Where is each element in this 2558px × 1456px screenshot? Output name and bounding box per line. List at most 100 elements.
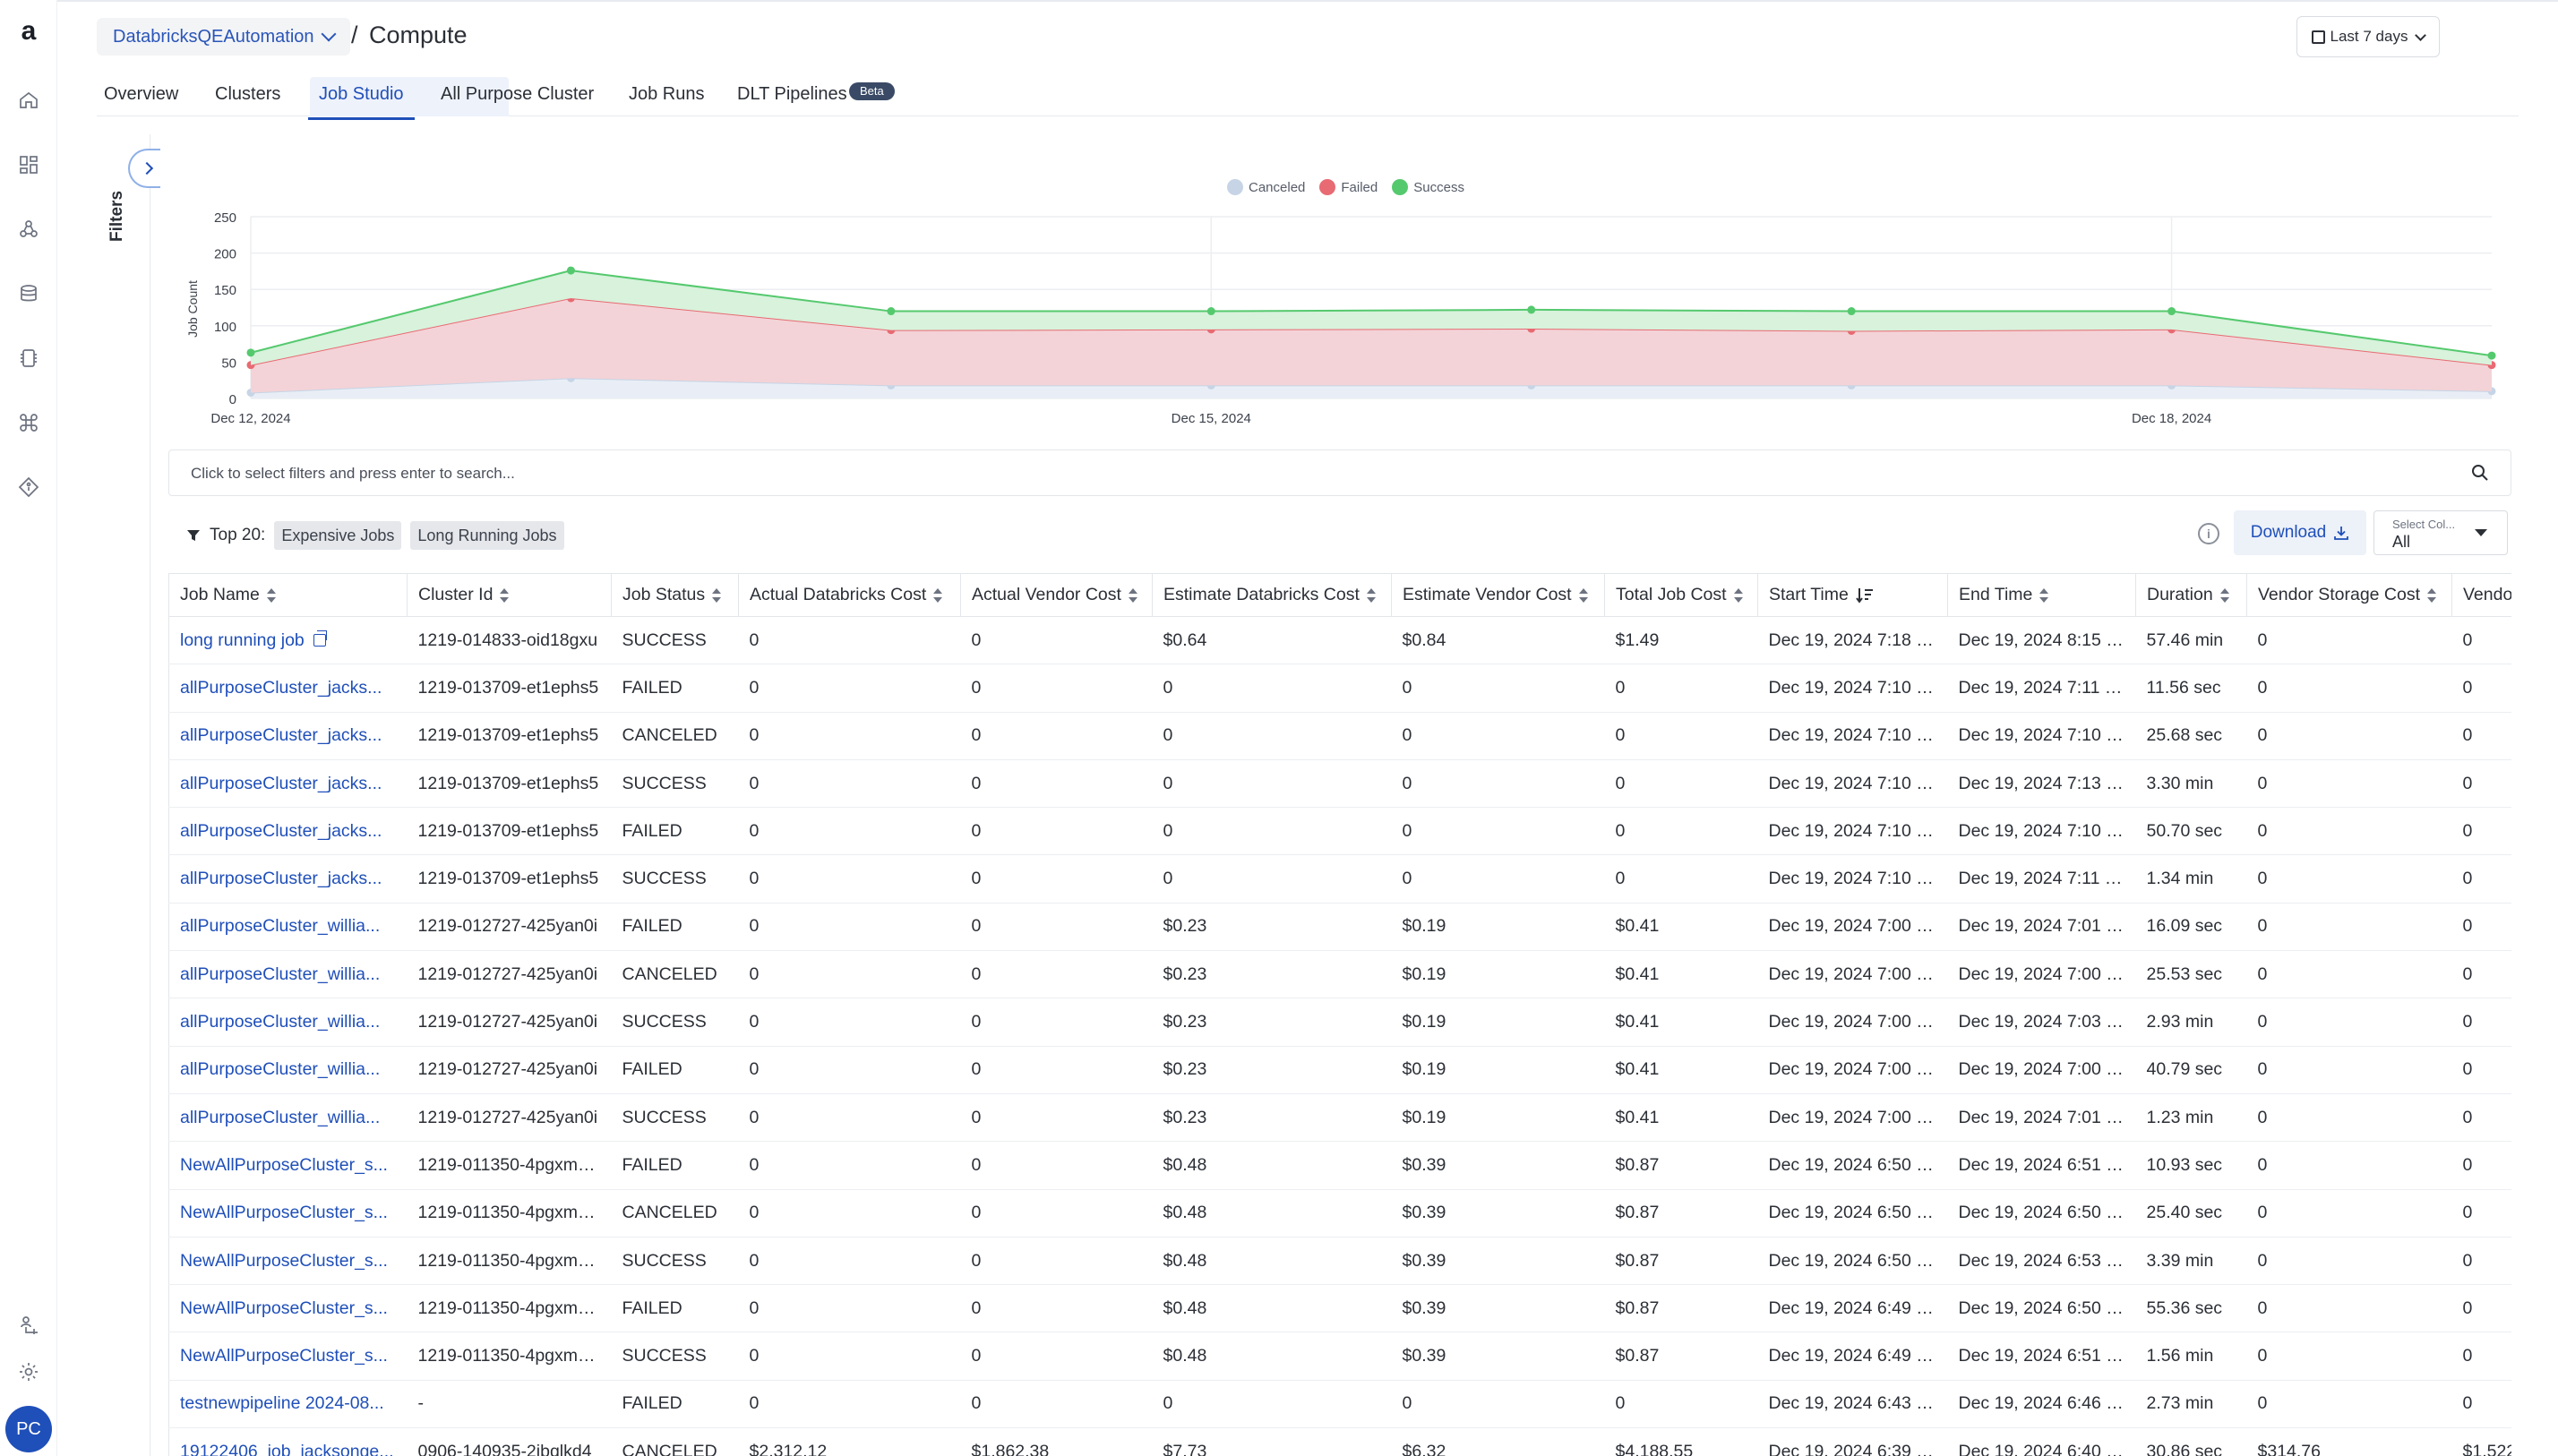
column-header-end-time[interactable]: End Time (1947, 573, 2136, 617)
column-header-vendor-storage-cost[interactable]: Vendor Storage Cost (2246, 573, 2452, 617)
select-columns-dropdown[interactable]: Select Col... All (2373, 510, 2508, 555)
sort-icon[interactable] (1578, 587, 1588, 603)
data-point-success[interactable] (887, 307, 896, 316)
column-header-actual-vendor-cost[interactable]: Actual Vendor Cost (960, 573, 1153, 617)
job-name-link[interactable]: NewAllPurposeCluster_s... (180, 1154, 388, 1175)
sort-icon[interactable] (266, 587, 276, 603)
table-row[interactable]: allPurposeCluster_jacks... 1219-013709-et… (168, 759, 2511, 809)
tab-all-purpose-cluster[interactable]: All Purpose Cluster (441, 84, 595, 104)
database-icon[interactable] (18, 283, 39, 304)
tag-icon[interactable] (18, 476, 39, 498)
legend-item-canceled[interactable]: Canceled (1227, 179, 1305, 195)
cell-job-name[interactable]: testnewpipeline 2024-08... (168, 1380, 408, 1429)
sort-descending-icon[interactable] (1856, 587, 1874, 604)
cell-job-name[interactable]: allPurposeCluster_willia... (168, 950, 408, 999)
table-row[interactable]: long running job 1219-014833-oid18gxu SUCC… (168, 616, 2511, 665)
table-row[interactable]: allPurposeCluster_jacks... 1219-013709-et… (168, 712, 2511, 760)
tab-job-studio[interactable]: Job Studio (308, 84, 414, 120)
table-row[interactable]: allPurposeCluster_willia... 1219-012727-4… (168, 950, 2511, 999)
table-row[interactable]: 19122406_job_jacksonge... 0906-140935-2ib… (168, 1427, 2511, 1456)
date-range-button[interactable]: Last 7 days (2296, 16, 2440, 57)
column-header-total-job-cost[interactable]: Total Job Cost (1604, 573, 1758, 617)
sort-icon[interactable] (2219, 587, 2229, 603)
download-button[interactable]: Download (2234, 510, 2366, 555)
column-header-actual-databricks-cost[interactable]: Actual Databricks Cost (738, 573, 961, 617)
filter-search-input[interactable] (191, 461, 2430, 486)
data-point-success[interactable] (2487, 351, 2496, 360)
cell-job-name[interactable]: NewAllPurposeCluster_s... (168, 1284, 408, 1333)
dashboard-icon[interactable] (18, 154, 39, 176)
info-icon[interactable]: i (2198, 523, 2219, 544)
table-row[interactable]: allPurposeCluster_jacks... 1219-013709-et… (168, 854, 2511, 904)
table-row[interactable]: allPurposeCluster_willia... 1219-012727-4… (168, 903, 2511, 952)
job-name-link[interactable]: allPurposeCluster_willia... (180, 1012, 381, 1032)
cell-job-name[interactable]: NewAllPurposeCluster_s... (168, 1189, 408, 1238)
cell-job-name[interactable]: allPurposeCluster_willia... (168, 998, 408, 1047)
legend-item-success[interactable]: Success (1392, 179, 1464, 195)
data-point-success[interactable] (246, 348, 255, 357)
job-name-link[interactable]: allPurposeCluster_willia... (180, 1059, 381, 1080)
job-name-link[interactable]: allPurposeCluster_willia... (180, 964, 381, 984)
job-name-link[interactable]: long running job (180, 630, 305, 650)
job-name-link[interactable]: allPurposeCluster_jacks... (180, 725, 382, 746)
table-row[interactable]: allPurposeCluster_jacks... 1219-013709-et… (168, 807, 2511, 856)
cell-job-name[interactable]: allPurposeCluster_jacks... (168, 759, 408, 809)
table-row[interactable]: NewAllPurposeCluster_s... 1219-011350-4pg… (168, 1189, 2511, 1238)
job-name-link[interactable]: NewAllPurposeCluster_s... (180, 1298, 388, 1318)
column-header-job-status[interactable]: Job Status (611, 573, 739, 617)
job-name-link[interactable]: NewAllPurposeCluster_s... (180, 1346, 388, 1366)
job-name-link[interactable]: allPurposeCluster_jacks... (180, 869, 382, 889)
cell-job-name[interactable]: 19122406_job_jacksonge... (168, 1427, 408, 1456)
column-header-vendo[interactable]: Vendo (2451, 573, 2511, 617)
column-header-start-time[interactable]: Start Time (1757, 573, 1948, 617)
column-header-cluster-id[interactable]: Cluster Id (407, 573, 612, 617)
cell-job-name[interactable]: allPurposeCluster_jacks... (168, 854, 408, 904)
cell-job-name[interactable]: allPurposeCluster_jacks... (168, 664, 408, 713)
sort-icon[interactable] (500, 587, 510, 603)
tab-job-runs[interactable]: Job Runs (629, 84, 705, 104)
sort-icon[interactable] (933, 587, 943, 603)
sort-icon[interactable] (2427, 587, 2437, 603)
data-point-success[interactable] (1847, 307, 1856, 316)
table-row[interactable]: allPurposeCluster_jacks... 1219-013709-et… (168, 664, 2511, 713)
data-point-success[interactable] (2167, 307, 2176, 316)
job-name-link[interactable]: NewAllPurposeCluster_s... (180, 1250, 388, 1271)
cell-job-name[interactable]: allPurposeCluster_willia... (168, 1046, 408, 1094)
jobs-table-container[interactable]: Job Name Cluster Id Job Status Actual Datab… (168, 573, 2511, 1456)
cell-job-name[interactable]: allPurposeCluster_jacks... (168, 712, 408, 760)
sort-icon[interactable] (1366, 587, 1376, 603)
job-name-link[interactable]: allPurposeCluster_jacks... (180, 677, 382, 698)
table-row[interactable]: NewAllPurposeCluster_s... 1219-011350-4pg… (168, 1332, 2511, 1381)
filters-expand-button[interactable] (128, 149, 160, 188)
chip-icon[interactable] (18, 347, 39, 369)
column-header-duration[interactable]: Duration (2135, 573, 2247, 617)
gear-icon[interactable] (18, 1361, 39, 1383)
job-name-link[interactable]: allPurposeCluster_willia... (180, 916, 381, 937)
job-name-link[interactable]: allPurposeCluster_willia... (180, 1107, 381, 1127)
user-avatar[interactable]: PC (5, 1406, 52, 1452)
cell-job-name[interactable]: NewAllPurposeCluster_s... (168, 1237, 408, 1286)
job-name-link[interactable]: allPurposeCluster_jacks... (180, 773, 382, 793)
app-logo[interactable]: a (21, 16, 37, 46)
data-point-success[interactable] (566, 266, 575, 275)
data-point-success[interactable] (1527, 305, 1536, 314)
cell-job-name[interactable]: allPurposeCluster_willia... (168, 1093, 408, 1143)
table-row[interactable]: testnewpipeline 2024-08... - FAILED 0 0 0 0 0 De… (168, 1380, 2511, 1429)
tab-overview[interactable]: Overview (104, 84, 179, 104)
table-row[interactable]: NewAllPurposeCluster_s... 1219-011350-4pg… (168, 1237, 2511, 1286)
table-row[interactable]: allPurposeCluster_willia... 1219-012727-4… (168, 998, 2511, 1047)
sort-icon[interactable] (2039, 587, 2049, 603)
sort-icon[interactable] (1733, 587, 1743, 603)
cell-job-name[interactable]: allPurposeCluster_jacks... (168, 807, 408, 856)
home-icon[interactable] (18, 90, 39, 111)
table-row[interactable]: NewAllPurposeCluster_s... 1219-011350-4pg… (168, 1141, 2511, 1190)
cell-job-name[interactable]: NewAllPurposeCluster_s... (168, 1332, 408, 1381)
chip-expensive-jobs[interactable]: Expensive Jobs (274, 521, 402, 550)
legend-item-failed[interactable]: Failed (1319, 179, 1378, 195)
job-name-link[interactable]: 19122406_job_jacksonge... (180, 1441, 394, 1456)
job-name-link[interactable]: testnewpipeline 2024-08... (180, 1393, 384, 1414)
chip-long-running-jobs[interactable]: Long Running Jobs (410, 521, 564, 550)
table-row[interactable]: allPurposeCluster_willia... 1219-012727-4… (168, 1046, 2511, 1094)
job-name-link[interactable]: NewAllPurposeCluster_s... (180, 1203, 388, 1223)
column-header-estimate-vendor-cost[interactable]: Estimate Vendor Cost (1391, 573, 1605, 617)
